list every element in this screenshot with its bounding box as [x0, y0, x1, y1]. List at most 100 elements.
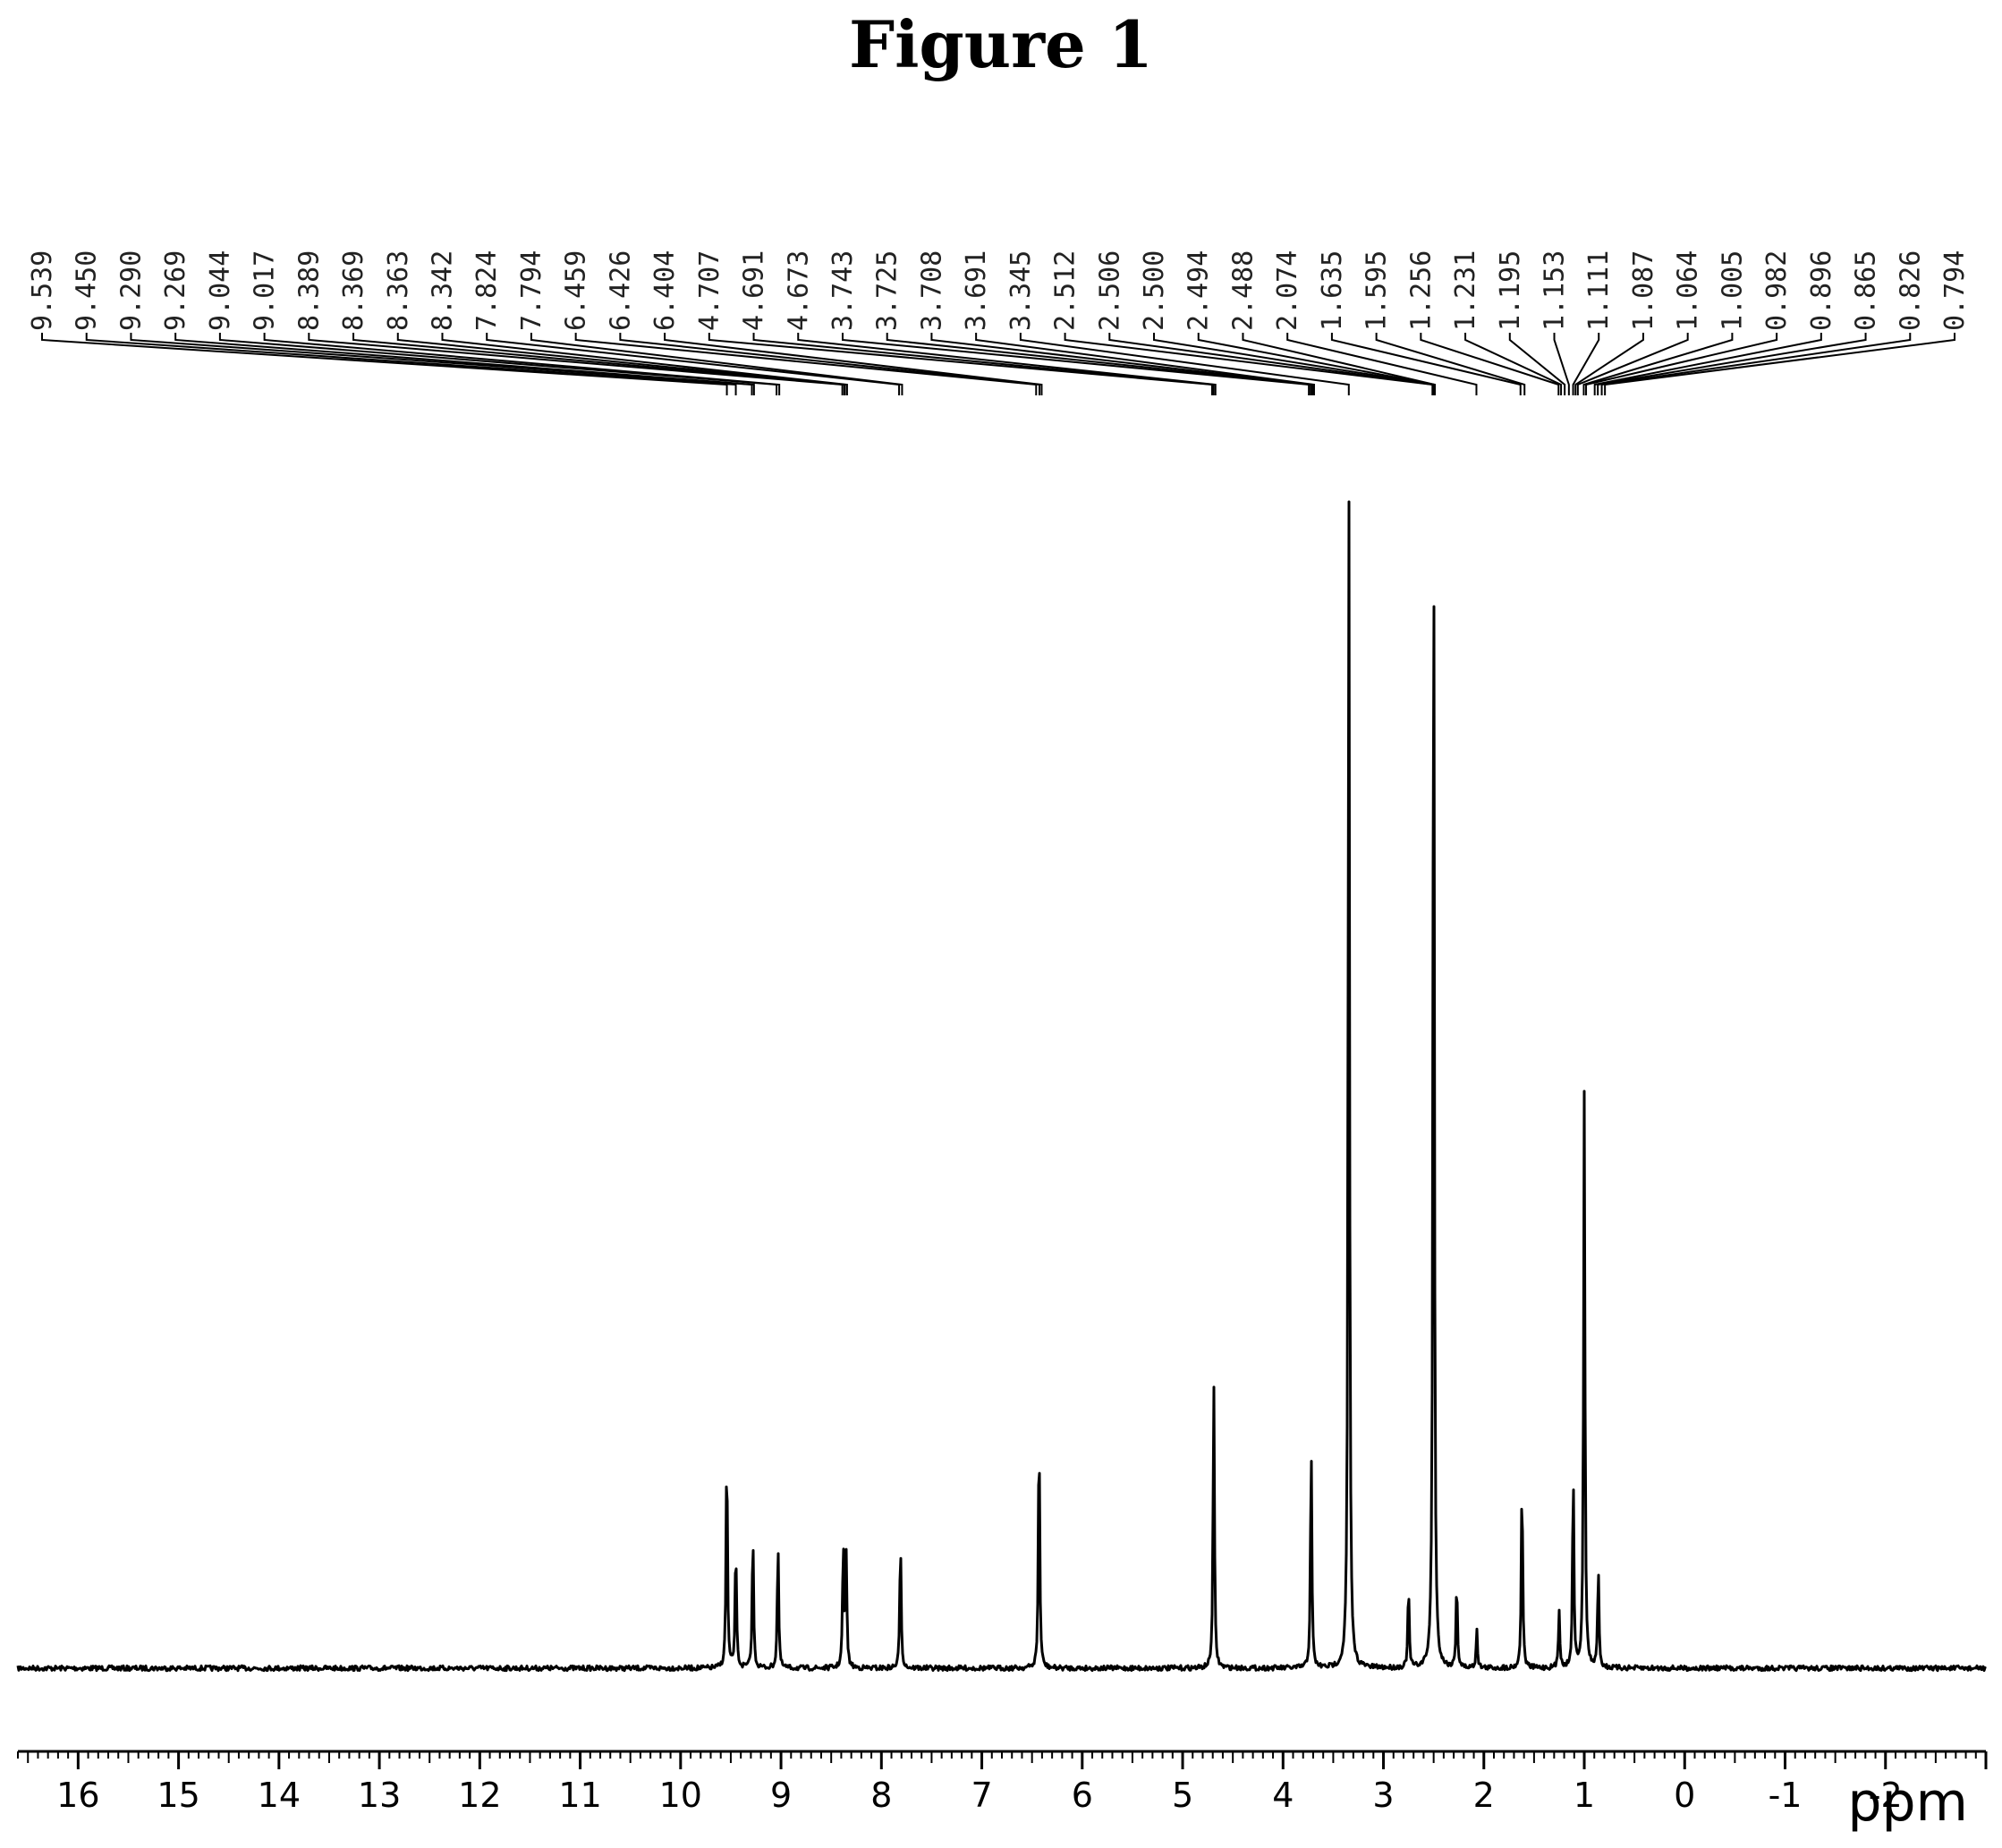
x-tick-label: 11 — [558, 1776, 601, 1815]
peak-labels: 9.539 9.450 9.290 9.269 9.044 9.017 8.389 8.369… — [27, 250, 1971, 331]
peak-label: 0.865 — [1851, 250, 1882, 331]
x-ticks — [17, 1751, 1988, 1769]
peak-label: 2.500 — [1139, 250, 1170, 331]
peak-label: 8.363 — [383, 250, 414, 331]
peak-label: 1.005 — [1717, 250, 1748, 331]
x-axis: 16 15 14 13 12 11 10 9 8 7 6 5 4 3 2 1 0 -1 -2 ppm — [17, 1750, 1988, 1834]
peak-label: 9.017 — [250, 250, 281, 331]
peak-label: 0.896 — [1806, 250, 1837, 331]
peak-connector — [1604, 333, 1955, 395]
x-tick-label: 3 — [1372, 1776, 1394, 1815]
peak-connector — [1593, 333, 1822, 395]
peak-label: 2.074 — [1272, 250, 1303, 331]
peak-connector — [396, 333, 846, 395]
peak-label: 8.342 — [427, 250, 458, 331]
peak-connector — [752, 333, 1215, 395]
peak-connector — [886, 333, 1312, 395]
peak-connector — [486, 333, 901, 395]
figure-title: Figure 1 — [849, 6, 1153, 82]
peak-label: 8.389 — [293, 250, 325, 331]
peak-label: 1.231 — [1450, 250, 1481, 331]
x-tick-label: 0 — [1674, 1776, 1695, 1815]
peak-label: 3.743 — [827, 250, 859, 331]
peak-connector — [1420, 333, 1560, 395]
peak-label: 3.691 — [961, 250, 992, 331]
peak-label: 2.506 — [1094, 250, 1125, 331]
peak-label: 0.794 — [1939, 250, 1971, 331]
peak-label: 3.345 — [1005, 250, 1037, 331]
peak-connector — [218, 333, 778, 395]
peak-label: 7.824 — [471, 250, 503, 331]
peak-connector — [619, 333, 1040, 395]
peak-connector — [1582, 333, 1734, 395]
peak-connector — [1375, 333, 1526, 395]
peak-connector — [664, 333, 1043, 395]
peak-label: 1.153 — [1540, 250, 1571, 331]
peak-connector — [1242, 333, 1436, 395]
peak-label: 4.673 — [783, 250, 814, 331]
peak-label: 6.459 — [561, 250, 592, 331]
peak-label: 4.707 — [694, 250, 725, 331]
peak-label: 1.195 — [1495, 250, 1526, 331]
peak-label: 1.595 — [1362, 250, 1393, 331]
peak-connector — [1286, 333, 1478, 395]
x-tick-label: 12 — [458, 1776, 501, 1815]
x-tick-label: 4 — [1272, 1776, 1294, 1815]
peak-label: 2.488 — [1227, 250, 1259, 331]
peak-label: 9.450 — [72, 250, 103, 331]
peak-label: 6.426 — [605, 250, 636, 331]
peak-connector — [1508, 333, 1566, 395]
x-tick-label: 5 — [1172, 1776, 1193, 1815]
peak-connector — [308, 333, 844, 395]
peak-connector — [1197, 333, 1436, 395]
peak-label: 9.269 — [160, 250, 191, 331]
peak-label: 1.064 — [1673, 250, 1704, 331]
peak-connector — [930, 333, 1314, 395]
peak-label: 1.256 — [1405, 250, 1437, 331]
peak-label: 3.708 — [916, 250, 947, 331]
peak-connector — [1600, 333, 1912, 395]
x-tick-label: 6 — [1072, 1776, 1093, 1815]
peak-connector — [1019, 333, 1350, 395]
peak-connector — [797, 333, 1217, 395]
peak-connector — [1574, 333, 1644, 395]
x-tick-label: 15 — [157, 1776, 199, 1815]
peak-label: 4.691 — [739, 250, 770, 331]
peak-connector — [1553, 333, 1570, 395]
peak-label: 9.539 — [27, 250, 58, 331]
peak-connector — [85, 333, 737, 395]
peak-connector — [1572, 333, 1600, 395]
peak-connectors — [41, 333, 1955, 395]
peak-label: 1.087 — [1628, 250, 1659, 331]
peak-label: 2.512 — [1050, 250, 1082, 331]
peak-label: 7.794 — [516, 250, 547, 331]
peak-connector — [841, 333, 1311, 395]
x-tick-label: 14 — [258, 1776, 301, 1815]
x-tick-label: 8 — [870, 1776, 892, 1815]
x-tick-label: 7 — [971, 1776, 992, 1815]
peak-label: 9.044 — [205, 250, 236, 331]
peak-label: 0.982 — [1761, 250, 1793, 331]
x-axis-unit-label: ppm — [1847, 1771, 1968, 1834]
peak-connector — [1464, 333, 1563, 395]
x-tick-label: 9 — [770, 1776, 792, 1815]
peak-connector — [1585, 333, 1778, 395]
peak-label: 1.635 — [1317, 250, 1348, 331]
peak-connector — [975, 333, 1315, 395]
x-tick-label: 10 — [659, 1776, 702, 1815]
peak-connector — [174, 333, 755, 395]
spectrum-trace — [16, 500, 1987, 1673]
x-tick-label: 2 — [1473, 1776, 1495, 1815]
x-tick-label: 16 — [56, 1776, 99, 1815]
peak-label: 8.369 — [338, 250, 369, 331]
peak-label: 0.826 — [1895, 250, 1926, 331]
peak-label: 1.111 — [1583, 250, 1615, 331]
peak-connector — [1597, 333, 1867, 395]
peak-label: 2.494 — [1183, 250, 1215, 331]
peak-label: 9.290 — [115, 250, 147, 331]
x-tick-labels: 16 15 14 13 12 11 10 9 8 7 6 5 4 3 2 1 0 -1 -2 — [56, 1776, 1903, 1815]
peak-connector — [441, 333, 848, 395]
peak-connector — [530, 333, 903, 395]
peak-connector — [41, 333, 728, 395]
